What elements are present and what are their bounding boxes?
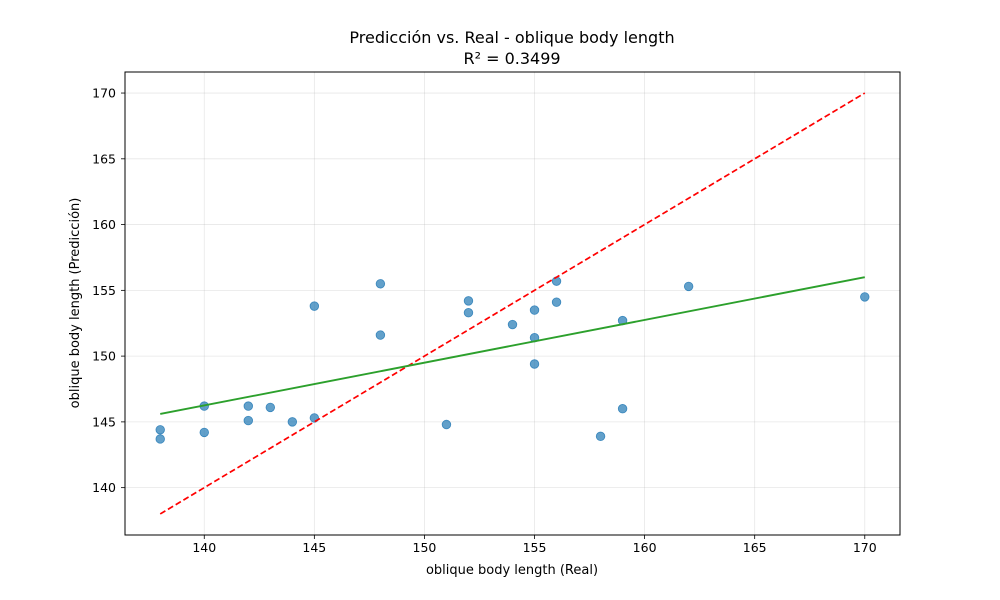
identity-line — [159, 92, 866, 515]
scatter-point — [529, 359, 540, 369]
scatter-point — [243, 415, 253, 426]
scatter-point — [595, 431, 606, 442]
y-tick-label: 165 — [92, 151, 116, 166]
grid — [125, 72, 900, 535]
scatter-point — [441, 419, 452, 430]
x-tick-label: 150 — [413, 540, 437, 555]
scatter-point — [155, 434, 165, 444]
y-tick-label: 160 — [92, 217, 116, 232]
scatter-point — [287, 417, 298, 427]
plot-area — [155, 92, 870, 515]
regression-line — [160, 276, 865, 415]
scatter-point — [309, 301, 320, 311]
scatter-point — [199, 427, 209, 438]
scatter-point — [860, 292, 870, 302]
chart-subtitle: R² = 0.3499 — [463, 49, 560, 68]
x-tick-label: 160 — [633, 540, 657, 555]
axis-ticks: 140 145 150 155 160 165 170 140 145 150 155 160 165 1… — [92, 86, 877, 555]
scatter-point — [375, 279, 386, 289]
scatter-point — [683, 281, 694, 292]
scatter-point — [155, 425, 165, 435]
chart-title: Predicción vs. Real - oblique body lengt… — [349, 28, 674, 47]
y-tick-label: 170 — [92, 86, 116, 101]
scatter-point — [551, 297, 562, 307]
scatter-point — [507, 319, 518, 330]
scatter-point — [617, 404, 628, 414]
x-tick-label: 145 — [302, 540, 326, 555]
scatter-point — [463, 296, 474, 306]
x-tick-label: 165 — [743, 540, 767, 555]
x-tick-label: 170 — [853, 540, 877, 555]
y-tick-label: 155 — [92, 283, 116, 298]
x-axis-label: oblique body length (Real) — [426, 563, 598, 578]
y-axis-label: oblique body length (Predicción) — [68, 198, 83, 409]
scatter-point — [265, 402, 276, 413]
scatter-point — [375, 330, 386, 340]
scatter-point — [529, 305, 540, 315]
plot-frame — [124, 71, 901, 536]
y-tick-label: 150 — [92, 349, 116, 364]
y-tick-label: 145 — [92, 414, 116, 429]
scatter-point — [463, 308, 474, 318]
x-tick-label: 155 — [523, 540, 547, 555]
x-tick-label: 140 — [192, 540, 216, 555]
y-tick-label: 140 — [92, 480, 116, 495]
scatter-point — [243, 401, 253, 411]
